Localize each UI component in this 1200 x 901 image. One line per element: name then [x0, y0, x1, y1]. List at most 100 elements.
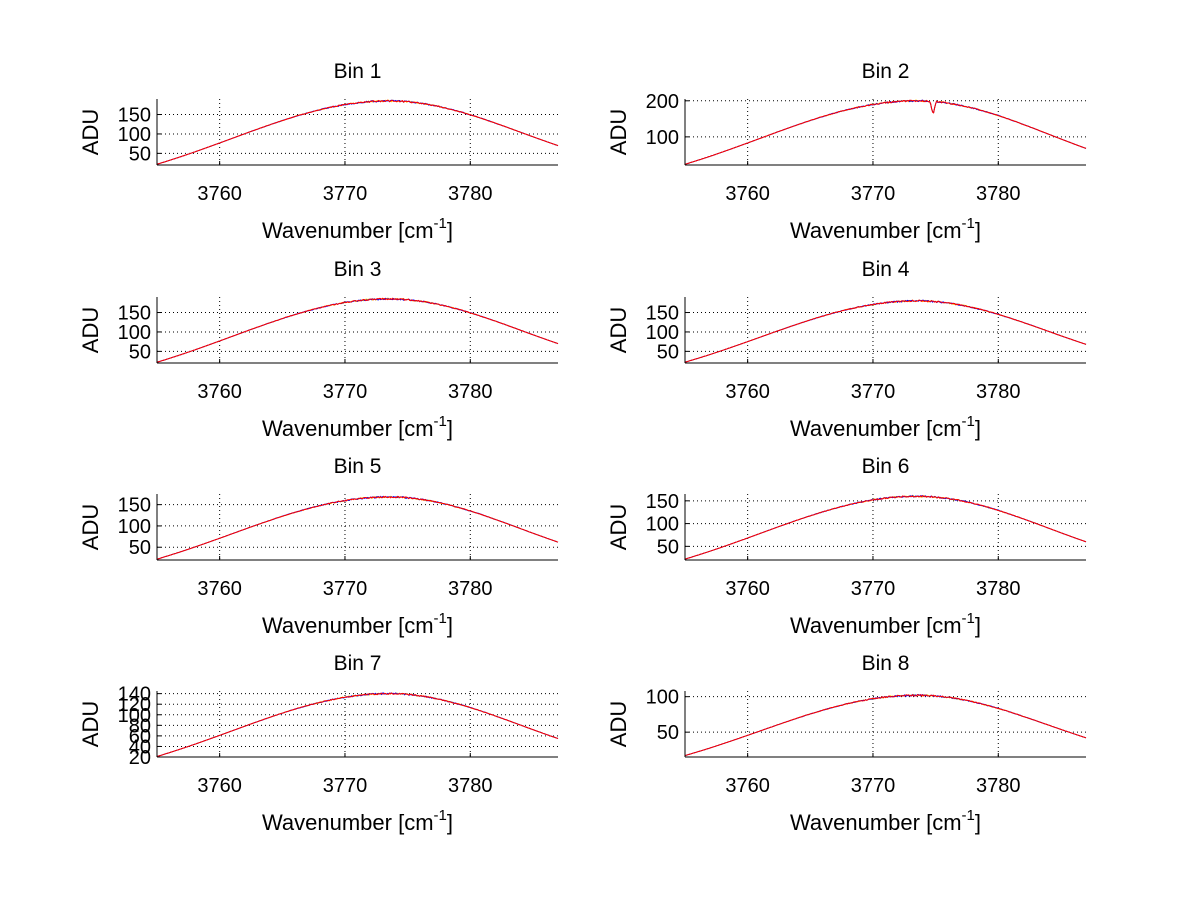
- y-tick-label: 50: [657, 341, 679, 363]
- x-tick-label: 3780: [448, 183, 493, 205]
- y-tick-label: 200: [646, 91, 679, 113]
- x-tick-label: 3770: [323, 578, 368, 600]
- x-axis-label-superscript: -1: [962, 807, 975, 824]
- y-axis-label: ADU: [606, 701, 631, 747]
- x-axis-label: Wavenumber [cm-1]: [790, 215, 981, 243]
- y-tick-label: 100: [118, 322, 151, 344]
- axes-background: [157, 494, 558, 560]
- x-axis-label-end: ]: [975, 613, 981, 638]
- y-tick-label: 50: [657, 536, 679, 558]
- x-tick-label: 3760: [725, 775, 770, 797]
- x-axis-label-superscript: -1: [434, 215, 447, 232]
- x-axis-label-end: ]: [975, 416, 981, 441]
- subplot-title: Bin 8: [862, 652, 910, 675]
- x-axis-label-main: Wavenumber [cm: [790, 218, 962, 243]
- y-tick-label: 50: [129, 537, 151, 559]
- y-tick-label: 100: [646, 687, 679, 709]
- y-tick-label: 150: [646, 303, 679, 325]
- spectrum-series-line: [156, 99, 559, 165]
- x-tick-label: 3780: [448, 381, 493, 403]
- x-axis-label-superscript: -1: [434, 610, 447, 627]
- subplot-title: Bin 3: [334, 258, 382, 281]
- axes-background: [685, 99, 1086, 165]
- x-axis-label: Wavenumber [cm-1]: [790, 807, 981, 835]
- x-tick-label: 3760: [197, 578, 242, 600]
- subplot-title: Bin 7: [334, 652, 382, 675]
- axes-background: [685, 297, 1086, 363]
- spectrum-series-line: [684, 495, 1087, 560]
- x-axis-label-superscript: -1: [434, 413, 447, 430]
- y-axis-label: ADU: [78, 109, 103, 155]
- x-tick-label: 3780: [976, 183, 1021, 205]
- x-axis-label: Wavenumber [cm-1]: [262, 807, 453, 835]
- subplot-title: Bin 4: [862, 258, 910, 281]
- y-tick-label: 150: [118, 495, 151, 517]
- y-tick-label: 100: [646, 322, 679, 344]
- x-tick-label: 3760: [197, 183, 242, 205]
- x-axis-label-end: ]: [447, 416, 453, 441]
- x-axis-label-end: ]: [447, 218, 453, 243]
- x-tick-label: 3760: [197, 381, 242, 403]
- subplot-bin-8: 3760 3770 3780 50 100 Bin 8 ADU Wavenumber [cm-…: [606, 652, 1087, 835]
- x-axis-label: Wavenumber [cm-1]: [790, 610, 981, 638]
- x-tick-label: 3760: [197, 775, 242, 797]
- x-tick-label: 3760: [725, 381, 770, 403]
- axes-background: [157, 297, 558, 363]
- y-tick-label: 80: [129, 715, 151, 737]
- x-axis-label: Wavenumber [cm-1]: [262, 610, 453, 638]
- x-tick-label: 3770: [851, 578, 896, 600]
- spectrum-series-line: [156, 495, 559, 560]
- x-axis-label-main: Wavenumber [cm: [262, 613, 434, 638]
- y-axis-label: ADU: [606, 307, 631, 353]
- x-axis-label-main: Wavenumber [cm: [790, 810, 962, 835]
- y-tick-label: 100: [118, 516, 151, 538]
- x-tick-label: 3780: [976, 381, 1021, 403]
- x-axis-label-superscript: -1: [962, 610, 975, 627]
- y-tick-label: 120: [118, 694, 151, 716]
- spectrum-series-line: [684, 99, 1087, 165]
- x-tick-label: 3770: [323, 183, 368, 205]
- y-axis-label: ADU: [606, 109, 631, 155]
- subplot-title: Bin 1: [334, 60, 382, 83]
- x-axis-label: Wavenumber [cm-1]: [790, 413, 981, 441]
- x-axis-label-end: ]: [447, 810, 453, 835]
- y-tick-label: 40: [129, 736, 151, 758]
- y-tick-label: 150: [646, 491, 679, 513]
- y-axis-label: ADU: [606, 504, 631, 550]
- x-tick-label: 3770: [851, 775, 896, 797]
- subplot-title: Bin 6: [862, 455, 910, 478]
- x-axis-label-main: Wavenumber [cm: [790, 613, 962, 638]
- x-tick-label: 3760: [725, 578, 770, 600]
- y-axis-label: ADU: [78, 504, 103, 550]
- subplot-bin-2: 3760 3770 3780 100 200 Bin 2 ADU Wavenumber [cm…: [606, 60, 1087, 243]
- y-axis-label: ADU: [78, 701, 103, 747]
- y-tick-label: 100: [646, 514, 679, 536]
- x-axis-label-end: ]: [447, 613, 453, 638]
- x-axis-label: Wavenumber [cm-1]: [262, 413, 453, 441]
- x-axis-label: Wavenumber [cm-1]: [262, 215, 453, 243]
- x-axis-label-superscript: -1: [434, 807, 447, 824]
- y-tick-label: 50: [657, 722, 679, 744]
- x-axis-label-end: ]: [975, 810, 981, 835]
- subplot-title: Bin 5: [334, 455, 382, 478]
- axes-background: [685, 494, 1086, 560]
- axes-background: [685, 691, 1086, 757]
- subplot-title: Bin 2: [862, 60, 910, 83]
- x-axis-label-superscript: -1: [962, 413, 975, 430]
- x-tick-label: 3780: [976, 578, 1021, 600]
- y-tick-label: 150: [118, 303, 151, 325]
- y-tick-label: 100: [646, 127, 679, 149]
- spectrum-series-line: [684, 299, 1087, 363]
- x-axis-label-main: Wavenumber [cm: [262, 218, 434, 243]
- axes-background: [157, 99, 558, 165]
- spectrum-series-line: [156, 692, 559, 757]
- x-tick-label: 3770: [323, 381, 368, 403]
